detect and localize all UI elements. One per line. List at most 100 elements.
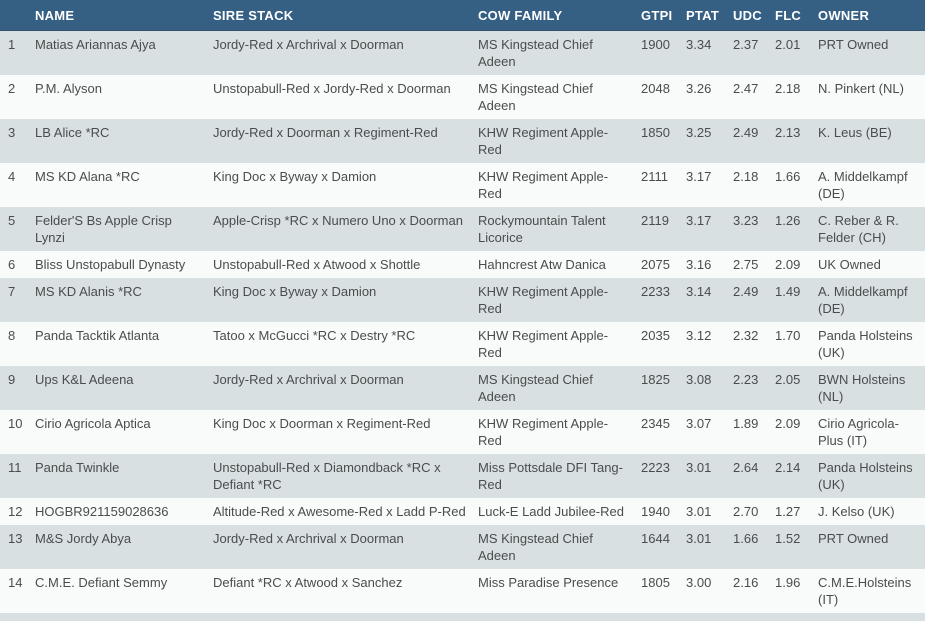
cell-flc: 1.96 — [775, 569, 818, 613]
table-row: 12 HOGBR921159028636 Altitude-Red x Awesom… — [0, 498, 925, 525]
cell-udc: 2.49 — [733, 119, 775, 163]
cell-cow-family: KHW Regiment Apple-Red — [478, 163, 641, 207]
cell-flc: 2.09 — [775, 410, 818, 454]
cell-udc: 1.89 — [733, 410, 775, 454]
cell-sire-stack: Defiant *RC x Atwood x Sanchez — [213, 569, 478, 613]
cell-cow-family: Hahncrest Atw Danica — [478, 251, 641, 278]
cell-owner: Cirio Agricola-Plus (IT) — [818, 410, 925, 454]
cell-owner: Panda Holsteins (UK) — [818, 454, 925, 498]
table-row: 10 Cirio Agricola Aptica King Doc x Doorma… — [0, 410, 925, 454]
column-header-gtpi: GTPI — [641, 0, 686, 31]
cell-ptat: 3.01 — [686, 525, 733, 569]
table-row: 5 Felder'S Bs Apple Crisp Lynzi Apple-Cris… — [0, 207, 925, 251]
table-row: 6 Bliss Unstopabull Dynasty Unstopabull-Re… — [0, 251, 925, 278]
cell-ptat: 3.00 — [686, 569, 733, 613]
cell-ptat: 3.16 — [686, 251, 733, 278]
cell-owner: C. Reber & R. Felder (CH) — [818, 207, 925, 251]
cell-flc: 2.13 — [775, 119, 818, 163]
cell-name: Matias Ariannas Ajya — [35, 30, 213, 75]
cell-flc: 1.66 — [775, 163, 818, 207]
cell-cow-family: Luck-E Ladd Jubilee-Red — [478, 498, 641, 525]
cell-gtpi: 1644 — [641, 525, 686, 569]
cell-owner: Panda Holsteins (UK) — [818, 322, 925, 366]
cell-udc: 2.49 — [733, 278, 775, 322]
cell-rank: 6 — [0, 251, 35, 278]
cell-gtpi: 2223 — [641, 454, 686, 498]
cell-gtpi: 2111 — [641, 163, 686, 207]
cell-sire-stack: Unstopabull-Red x Diamondback *RC x Defi… — [213, 454, 478, 498]
cell-sire-stack: Jordy-Red x Archrival x Doorman — [213, 30, 478, 75]
cell-rank: 3 — [0, 119, 35, 163]
cell-sire-stack: Apple-Crisp *RC x Numero Uno x Doorman — [213, 207, 478, 251]
table-header: NAME SIRE STACK COW FAMILY GTPI PTAT UDC… — [0, 0, 925, 31]
cell-udc: 3.23 — [733, 207, 775, 251]
cell-udc: 2.70 — [733, 498, 775, 525]
cell-ptat: 3.25 — [686, 119, 733, 163]
cell-cow-family: MS Kingstead Chief Adeen — [478, 366, 641, 410]
cell-cow-family: MS Kingstead Chief Adeen — [478, 525, 641, 569]
cell-sire-stack: Jordy-Red x Archrival x Doorman — [213, 366, 478, 410]
cell-cow-family: KHW Regiment Apple-Red — [478, 322, 641, 366]
cell-flc: 2.09 — [775, 251, 818, 278]
cell-gtpi: 2035 — [641, 322, 686, 366]
cell-name: Panda Twinkle — [35, 454, 213, 498]
cell-cow-family: MS Kingstead Chief Adeen — [478, 75, 641, 119]
cell-name: P.M. Alyson — [35, 75, 213, 119]
cell-flc: 2.18 — [775, 75, 818, 119]
cell-cow-family: KHW Regiment Apple-Red — [478, 278, 641, 322]
cell-udc: 2.37 — [733, 30, 775, 75]
cell-rank: 12 — [0, 498, 35, 525]
cell-rank: 5 — [0, 207, 35, 251]
cell-name: Felder'S Bs Apple Crisp Lynzi — [35, 207, 213, 251]
cell-owner: PRT Owned — [818, 30, 925, 75]
cell-udc: 2.47 — [733, 75, 775, 119]
cell-cow-family: KHW Regiment Apple-Red — [478, 410, 641, 454]
column-header-rank — [0, 0, 35, 31]
cell-udc: 1.66 — [733, 525, 775, 569]
cell-cow-family: Rockymountain Talent Licorice — [478, 207, 641, 251]
cell-name: Panda Tacktik Atlanta — [35, 322, 213, 366]
cell-owner: PRT Owned — [818, 525, 925, 569]
column-header-name: NAME — [35, 0, 213, 31]
cell-rank: 4 — [0, 163, 35, 207]
cell-ptat: 3.01 — [686, 454, 733, 498]
cell-gtpi: 1825 — [641, 366, 686, 410]
cell-flc: 1.49 — [775, 278, 818, 322]
cell-sire-stack: Jordy-Red x Archrival x Doorman — [213, 525, 478, 569]
table-row: 3 LB Alice *RC Jordy-Red x Doorman x Regim… — [0, 119, 925, 163]
next-row-strip — [0, 613, 925, 621]
cell-gtpi: 2119 — [641, 207, 686, 251]
cell-sire-stack: King Doc x Byway x Damion — [213, 278, 478, 322]
cell-rank: 2 — [0, 75, 35, 119]
cell-udc: 2.75 — [733, 251, 775, 278]
cell-ptat: 3.14 — [686, 278, 733, 322]
cell-ptat: 3.34 — [686, 30, 733, 75]
cell-gtpi: 2345 — [641, 410, 686, 454]
column-header-ptat: PTAT — [686, 0, 733, 31]
cell-ptat: 3.17 — [686, 207, 733, 251]
cell-flc: 1.27 — [775, 498, 818, 525]
table-row: 2 P.M. Alyson Unstopabull-Red x Jordy-Red … — [0, 75, 925, 119]
cell-name: MS KD Alanis *RC — [35, 278, 213, 322]
table-row: 8 Panda Tacktik Atlanta Tatoo x McGucci *R… — [0, 322, 925, 366]
cell-ptat: 3.08 — [686, 366, 733, 410]
cell-name: MS KD Alana *RC — [35, 163, 213, 207]
cell-rank: 7 — [0, 278, 35, 322]
cell-sire-stack: Altitude-Red x Awesome-Red x Ladd P-Red — [213, 498, 478, 525]
cell-ptat: 3.17 — [686, 163, 733, 207]
cell-udc: 2.16 — [733, 569, 775, 613]
table-row: 4 MS KD Alana *RC King Doc x Byway x Damio… — [0, 163, 925, 207]
column-header-flc: FLC — [775, 0, 818, 31]
table-body: 1 Matias Ariannas Ajya Jordy-Red x Archriv… — [0, 30, 925, 613]
cell-udc: 2.64 — [733, 454, 775, 498]
cell-name: Ups K&L Adeena — [35, 366, 213, 410]
cell-owner: C.M.E.Holsteins (IT) — [818, 569, 925, 613]
cell-name: HOGBR921159028636 — [35, 498, 213, 525]
cell-udc: 2.32 — [733, 322, 775, 366]
cell-gtpi: 1900 — [641, 30, 686, 75]
cell-sire-stack: Unstopabull-Red x Jordy-Red x Doorman — [213, 75, 478, 119]
cell-owner: A. Middelkampf (DE) — [818, 278, 925, 322]
cell-cow-family: Miss Paradise Presence — [478, 569, 641, 613]
cell-sire-stack: King Doc x Doorman x Regiment-Red — [213, 410, 478, 454]
